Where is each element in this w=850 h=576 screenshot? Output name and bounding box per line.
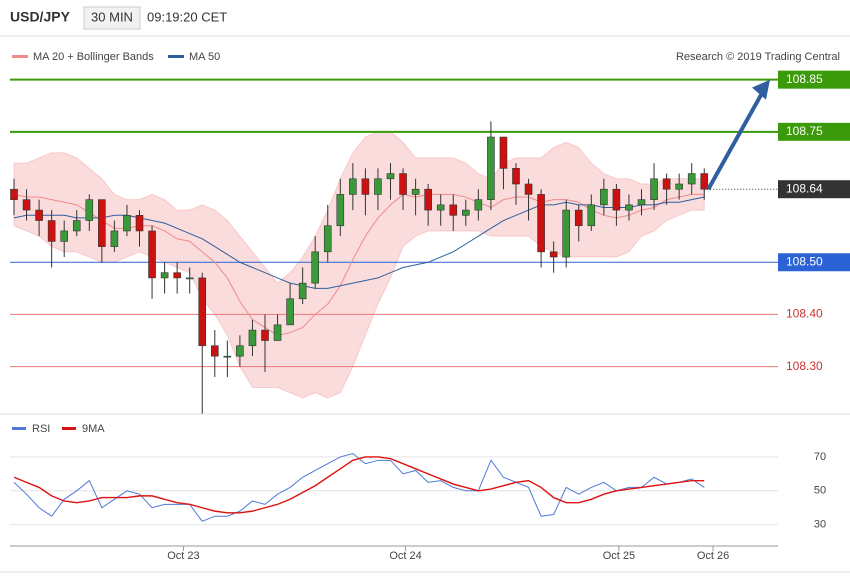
legend-label: MA 50 (189, 51, 220, 63)
legend-label: 9MA (82, 423, 105, 435)
level-label: 108.75 (786, 124, 823, 138)
interval: 30 MIN (91, 9, 133, 24)
candle-body (60, 230, 69, 242)
candle-body (361, 178, 370, 195)
candle-body (22, 199, 31, 211)
candle-body (85, 199, 94, 221)
candle-body (524, 183, 533, 195)
y-tick-label: 30 (814, 519, 826, 531)
candle-body (311, 251, 320, 284)
candle-body (549, 251, 558, 258)
candle-body (449, 204, 458, 216)
level-box (778, 70, 850, 89)
symbol: USD/JPY (10, 9, 71, 25)
candle-body (411, 188, 420, 195)
y-tick-label: 50 (814, 485, 826, 497)
candle-body (600, 188, 608, 206)
candle-body (625, 204, 633, 211)
level-label: 108.40 (786, 307, 823, 321)
level-label: 108.50 (786, 254, 823, 268)
y-tick-label: 70 (814, 451, 826, 463)
credit: Research © 2019 Trading Central (676, 51, 840, 63)
x-tick-label: Oct 26 (697, 550, 729, 562)
candle-body (687, 173, 696, 185)
candle-body (386, 173, 395, 180)
time: 09:19:20 CET (147, 9, 227, 24)
candle-body (474, 199, 483, 211)
candle-body (223, 355, 232, 358)
candle-body (587, 204, 596, 227)
candle-body (160, 272, 169, 279)
candle-body (512, 168, 520, 185)
candle-body (675, 183, 683, 190)
candle-body (374, 178, 382, 195)
candle-body (236, 345, 244, 357)
candle-body (487, 136, 495, 200)
legend-label: MA 20 + Bollinger Bands (33, 51, 154, 63)
candle-body (198, 277, 207, 347)
candle-body (349, 178, 357, 195)
x-tick-label: Oct 23 (167, 550, 199, 562)
candle-body (10, 188, 18, 200)
last-price-label: 108.64 (786, 181, 823, 195)
candle-body (499, 136, 508, 169)
candle-body (574, 209, 583, 227)
candle-body (286, 298, 294, 326)
candle-body (47, 220, 56, 242)
series-line (13, 456, 705, 514)
candle-body (135, 215, 144, 232)
candle-body (72, 220, 81, 232)
forecast-arrowhead (752, 79, 770, 100)
candle-body (637, 199, 646, 206)
level-box (778, 253, 850, 272)
candle-body (612, 188, 621, 211)
x-tick-label: Oct 25 (603, 550, 635, 562)
candle-body (211, 345, 219, 357)
forecast-arrow (706, 88, 766, 191)
level-label: 108.30 (786, 359, 823, 373)
candle-body (110, 230, 119, 247)
level-box (778, 122, 850, 141)
candle-body (298, 282, 307, 300)
x-tick-label: Oct 24 (389, 550, 421, 562)
candle-body (273, 324, 282, 341)
candle-body (261, 329, 269, 341)
level-label: 108.85 (786, 72, 823, 86)
candle-body (98, 199, 106, 247)
candle-body (123, 215, 131, 232)
candle-body (248, 329, 257, 347)
candle-body (537, 194, 545, 253)
candle-body (323, 225, 332, 253)
interval-box (83, 6, 141, 30)
candle-body (424, 188, 432, 211)
candle-body (148, 230, 156, 279)
legend-swatch (12, 55, 28, 58)
candle-body (399, 173, 407, 195)
candle-body (562, 209, 571, 258)
legend-swatch (62, 427, 76, 430)
candle-body (173, 272, 181, 279)
candle-body (185, 277, 194, 280)
candle-body (436, 204, 445, 211)
candle-body (662, 178, 671, 190)
candle-body (336, 194, 345, 227)
candle-body (35, 209, 43, 221)
legend-label: RSI (32, 423, 50, 435)
legend-swatch (12, 427, 26, 430)
candle-body (461, 209, 470, 216)
candle-body (700, 173, 709, 190)
last-price-box (778, 180, 850, 199)
candle-body (650, 178, 658, 200)
legend-swatch (168, 55, 184, 58)
